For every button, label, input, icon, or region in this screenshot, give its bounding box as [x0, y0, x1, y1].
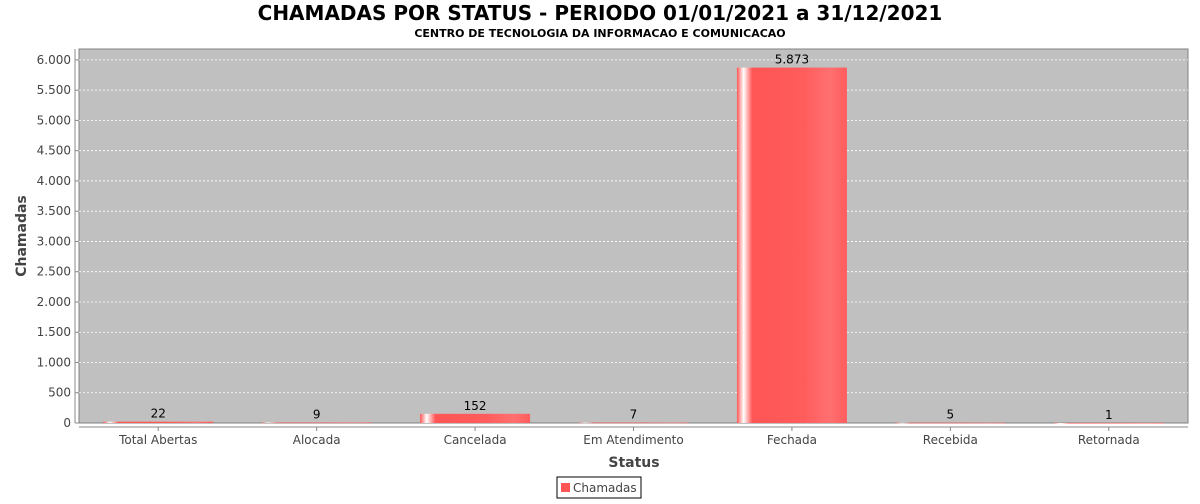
x-tick-label: Cancelada — [444, 433, 507, 447]
x-tick-label: Fechada — [767, 433, 817, 447]
data-label: 9 — [313, 407, 321, 421]
y-tick-label: 0 — [63, 416, 71, 430]
y-tick-label: 2.000 — [37, 295, 71, 309]
x-tick-label: Total Abertas — [118, 433, 197, 447]
data-label: 1 — [1105, 408, 1113, 422]
x-tick-label: Alocada — [293, 433, 341, 447]
data-label: 7 — [630, 408, 638, 422]
bar — [103, 421, 214, 423]
x-axis-label: Status — [608, 455, 659, 471]
x-tick-label: Retornada — [1078, 433, 1140, 447]
y-axis-label: Chamadas — [14, 195, 30, 277]
data-label: 5 — [947, 408, 955, 422]
y-tick-label: 4.500 — [37, 144, 71, 158]
chart-title: CHAMADAS POR STATUS - PERIODO 01/01/2021… — [258, 1, 943, 25]
y-tick-label: 6.000 — [37, 53, 71, 67]
bar — [261, 422, 372, 424]
bar — [578, 422, 689, 424]
data-label: 152 — [464, 399, 487, 413]
bar — [736, 67, 847, 423]
legend-swatch — [561, 483, 570, 492]
y-tick-label: 500 — [48, 386, 71, 400]
plot-area — [78, 48, 1189, 424]
y-tick-label: 1.500 — [37, 325, 71, 339]
legend-label: Chamadas — [573, 481, 637, 495]
bar — [420, 413, 531, 423]
y-tick-label: 2.500 — [37, 265, 71, 279]
x-tick-label: Em Atendimento — [583, 433, 683, 447]
bar — [1053, 422, 1164, 424]
y-tick-label: 3.500 — [37, 204, 71, 218]
y-tick-label: 4.000 — [37, 174, 71, 188]
data-label: 5.873 — [775, 53, 809, 67]
y-tick-label: 5.000 — [37, 113, 71, 127]
x-tick-label: Recebida — [923, 433, 978, 447]
y-tick-label: 1.000 — [37, 355, 71, 369]
legend: Chamadas — [556, 476, 642, 499]
chart-subtitle: CENTRO DE TECNOLOGIA DA INFORMACAO E COM… — [414, 27, 785, 40]
y-tick-label: 3.000 — [37, 234, 71, 248]
y-tick-label: 5.500 — [37, 83, 71, 97]
data-label: 22 — [151, 407, 166, 421]
bar — [895, 422, 1006, 424]
